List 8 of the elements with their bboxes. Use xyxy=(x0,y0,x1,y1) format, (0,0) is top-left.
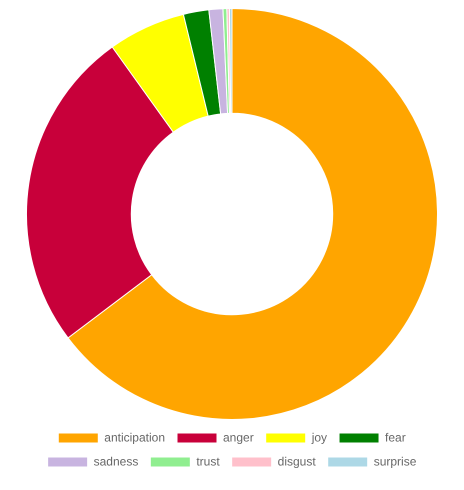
legend-label: anger xyxy=(223,430,254,444)
legend-label: sadness xyxy=(94,454,138,468)
legend-label: fear xyxy=(385,430,406,444)
legend-label: anticipation xyxy=(104,430,166,444)
legend-label: trust xyxy=(196,454,220,468)
legend-label: disgust xyxy=(278,454,316,468)
legend-label: joy xyxy=(310,430,328,444)
legend-label: surprise xyxy=(374,454,417,468)
